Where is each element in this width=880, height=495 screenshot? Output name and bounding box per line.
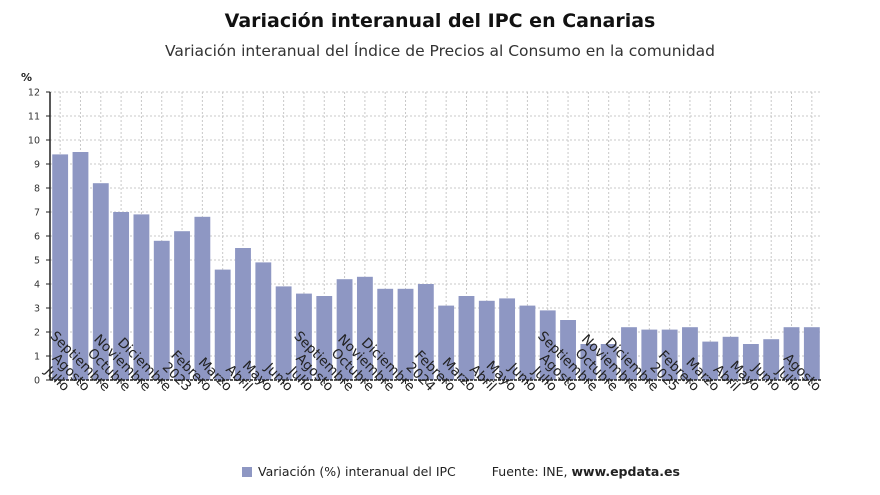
y-tick-label: 10 <box>28 136 40 147</box>
chart-title: Variación interanual del IPC en Canarias <box>224 10 656 32</box>
y-tick-label: 4 <box>34 280 40 291</box>
legend-label: Variación (%) interanual del IPC <box>258 464 456 479</box>
y-tick-label: 8 <box>34 184 40 195</box>
source-prefix: Fuente: INE, <box>491 464 572 479</box>
chart-subtitle: Variación interanual del Índice de Preci… <box>164 42 716 60</box>
bar <box>113 212 130 380</box>
bar <box>235 248 251 380</box>
bar <box>621 327 637 380</box>
bar <box>52 154 69 380</box>
bar <box>519 305 536 380</box>
bar <box>397 288 414 380</box>
bar <box>438 305 455 380</box>
y-tick-label: 0 <box>34 376 40 387</box>
y-tick-label: 2 <box>34 328 40 339</box>
bar <box>458 296 475 380</box>
y-tick-label: 7 <box>34 208 40 219</box>
y-tick-label: 11 <box>28 112 40 123</box>
bar <box>702 341 719 380</box>
bar <box>275 286 292 380</box>
bar <box>194 216 211 380</box>
bar <box>478 300 495 380</box>
y-tick-label: 3 <box>34 304 40 315</box>
bar <box>742 344 759 380</box>
bar <box>377 288 394 380</box>
bar <box>296 293 312 380</box>
legend: Variación (%) interanual del IPC Fuente:… <box>242 464 680 479</box>
bar <box>356 276 373 380</box>
bar <box>682 327 698 380</box>
y-tick-label: 12 <box>28 88 40 99</box>
legend-swatch <box>242 466 252 477</box>
bar <box>92 183 109 380</box>
bar <box>763 339 780 380</box>
bar <box>722 336 739 380</box>
y-tick-label: 5 <box>34 256 40 267</box>
y-tick-label: 1 <box>34 352 40 363</box>
bar <box>214 269 231 380</box>
bar <box>803 327 820 380</box>
bar <box>153 240 170 380</box>
bar <box>72 152 89 380</box>
bar <box>133 214 150 380</box>
y-tick-label: 6 <box>34 232 40 243</box>
y-tick-label: 9 <box>34 160 40 171</box>
source-text: Fuente: INE, www.epdata.es <box>492 464 680 479</box>
bar <box>174 231 190 380</box>
bar <box>255 262 272 380</box>
bar <box>661 329 678 380</box>
bar <box>539 310 556 380</box>
bar <box>641 329 658 380</box>
y-axis-label: % <box>21 71 33 84</box>
bar <box>560 320 576 380</box>
bar <box>580 344 597 380</box>
bar <box>316 296 333 380</box>
bar <box>336 279 353 380</box>
source-site: www.epdata.es <box>571 464 680 479</box>
bar <box>499 298 516 380</box>
bar <box>600 344 617 380</box>
bar <box>783 327 800 380</box>
bar <box>417 284 434 380</box>
